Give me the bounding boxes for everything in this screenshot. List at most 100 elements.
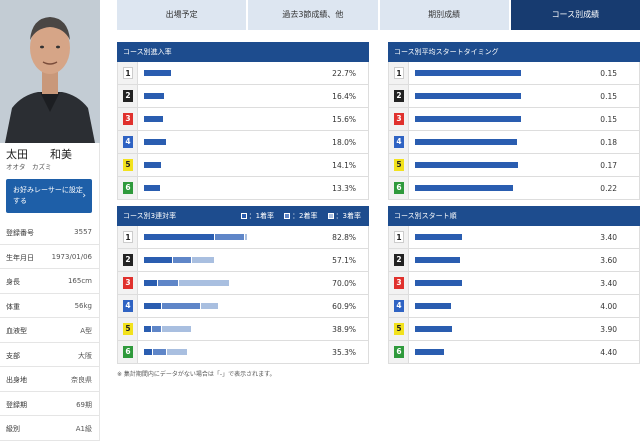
lane-number-badge: 5 — [123, 159, 133, 171]
profile-value: 69期 — [76, 400, 92, 409]
profile-row: 血液型 A型 — [0, 318, 100, 343]
tab-term-results[interactable]: 期別成績 — [379, 0, 509, 30]
lane-number-badge: 1 — [394, 67, 404, 79]
profile-value: A型 — [80, 327, 92, 335]
bar-segment-third — [178, 280, 230, 286]
lane-cell: 4 — [389, 131, 409, 153]
profile-label: 級別 — [6, 425, 20, 433]
course-row: 1 82.8% — [118, 226, 368, 249]
lane-cell: 4 — [118, 295, 138, 317]
racer-name-kana: オオタ カズミ — [6, 163, 52, 171]
lane-number-badge: 3 — [123, 113, 133, 125]
row-value: 82.8% — [332, 233, 356, 242]
racer-photo — [0, 0, 100, 143]
bar-segment-third — [192, 257, 215, 263]
bar-segment-second — [157, 280, 179, 286]
bar-segment-third — [244, 234, 248, 240]
racer-name-block: 太田 和美 オオタ カズミ — [0, 143, 100, 173]
lane-cell: 1 — [118, 226, 138, 248]
racer-sidebar: 太田 和美 オオタ カズミ お好みレーサーに設定する › 登録番号 3557 生年月… — [0, 0, 100, 441]
profile-table: 登録番号 3557 生年月日 1973/01/06 身長 165cm 体重 56kg 血液型 A型… — [0, 220, 100, 441]
value-bar — [144, 70, 172, 76]
lane-cell: 2 — [389, 249, 409, 271]
value-bar — [415, 280, 463, 286]
legend-swatch — [284, 213, 291, 219]
profile-value: A1級 — [75, 425, 92, 433]
row-value: 4.00 — [600, 302, 617, 311]
lane-cell: 2 — [118, 85, 138, 107]
row-value: 0.17 — [600, 161, 617, 170]
lane-cell: 5 — [389, 318, 409, 340]
panel-title: コース別3連対率 — [123, 212, 177, 220]
lane-number-badge: 3 — [394, 277, 404, 289]
bar-segment-first — [144, 303, 162, 309]
value-bar — [144, 139, 166, 145]
course-row: 5 14.1% — [118, 154, 368, 177]
course-row: 5 0.17 — [389, 154, 639, 177]
lane-cell: 3 — [118, 272, 138, 294]
row-value: 38.9% — [332, 325, 356, 334]
lane-cell: 2 — [389, 85, 409, 107]
stacked-bar — [144, 326, 192, 332]
value-bar — [415, 303, 452, 309]
profile-value: 1973/01/06 — [51, 252, 92, 261]
lane-cell: 5 — [389, 154, 409, 176]
course-row: 6 35.3% — [118, 341, 368, 364]
tab-schedule[interactable]: 出場予定 — [117, 0, 247, 30]
favorite-racer-button[interactable]: お好みレーサーに設定する › — [6, 179, 92, 213]
chevron-right-icon: › — [82, 191, 86, 201]
profile-row: 出身地 奈良県 — [0, 367, 100, 392]
profile-label: 登録番号 — [6, 229, 34, 237]
course-row: 5 3.90 — [389, 318, 639, 341]
course-row: 4 60.9% — [118, 295, 368, 318]
bar-segment-third — [201, 303, 219, 309]
tab-past-results[interactable]: 過去3節成績、他 — [248, 0, 378, 30]
lane-number-badge: 1 — [123, 67, 133, 79]
top3-rate-rows: 1 82.8% 2 57.1% 3 70.0% 4 60.9% 5 38.9% 6 35.3% — [117, 226, 369, 364]
value-bar — [415, 139, 518, 145]
legend-label: ：2着率 — [292, 212, 318, 220]
profile-label: 支部 — [6, 351, 20, 360]
value-bar — [415, 257, 461, 263]
lane-number-badge: 4 — [123, 136, 133, 148]
favorite-racer-button-label: お好みレーサーに設定する — [13, 186, 83, 205]
bar-segment-first — [144, 257, 173, 263]
row-value: 0.22 — [600, 184, 617, 193]
row-value: 13.3% — [332, 184, 356, 193]
row-value: 22.7% — [332, 69, 356, 78]
bar-segment-third — [166, 349, 188, 355]
lane-number-badge: 6 — [123, 346, 133, 358]
stacked-bar — [144, 349, 188, 355]
course-row: 2 0.15 — [389, 85, 639, 108]
course-row: 1 0.15 — [389, 62, 639, 85]
lane-cell: 4 — [118, 131, 138, 153]
lane-cell: 3 — [118, 108, 138, 130]
course-row: 6 4.40 — [389, 341, 639, 364]
panel-title: コース別スタート順 — [388, 206, 640, 226]
tab-bar: 出場予定 過去3節成績、他 期別成績 コース別成績 — [117, 0, 640, 30]
lane-number-badge: 6 — [394, 346, 404, 358]
tab-course-results[interactable]: コース別成績 — [510, 0, 640, 30]
profile-label: 生年月日 — [6, 253, 34, 262]
value-bar — [415, 326, 453, 332]
lane-number-badge: 6 — [394, 182, 404, 194]
profile-row: 生年月日 1973/01/06 — [0, 245, 100, 269]
row-value: 15.6% — [332, 115, 356, 124]
footnote: ※ 集計期間内にデータがない場合は「-」で表示されます。 — [117, 371, 276, 378]
bar-segment-first — [144, 234, 215, 240]
lane-number-badge: 4 — [394, 136, 404, 148]
stacked-bar — [144, 234, 248, 240]
lane-cell: 5 — [118, 318, 138, 340]
lane-number-badge: 4 — [123, 300, 133, 312]
bar-segment-second — [172, 257, 192, 263]
start-order-panel: コース別スタート順 1 3.40 2 3.60 3 3.40 4 4.00 5 3.90 6 4.40 — [388, 206, 640, 364]
course-row: 3 0.15 — [389, 108, 639, 131]
panel-header: コース別3連対率 ：1着率 ：2着率 ：3着率 — [117, 206, 369, 226]
value-bar — [144, 93, 164, 99]
lane-number-badge: 6 — [123, 182, 133, 194]
row-value: 3.40 — [600, 233, 617, 242]
legend: ：1着率 ：2着率 ：3着率 — [240, 206, 361, 226]
value-bar — [415, 234, 463, 240]
lane-number-badge: 5 — [394, 323, 404, 335]
value-bar — [415, 162, 519, 168]
